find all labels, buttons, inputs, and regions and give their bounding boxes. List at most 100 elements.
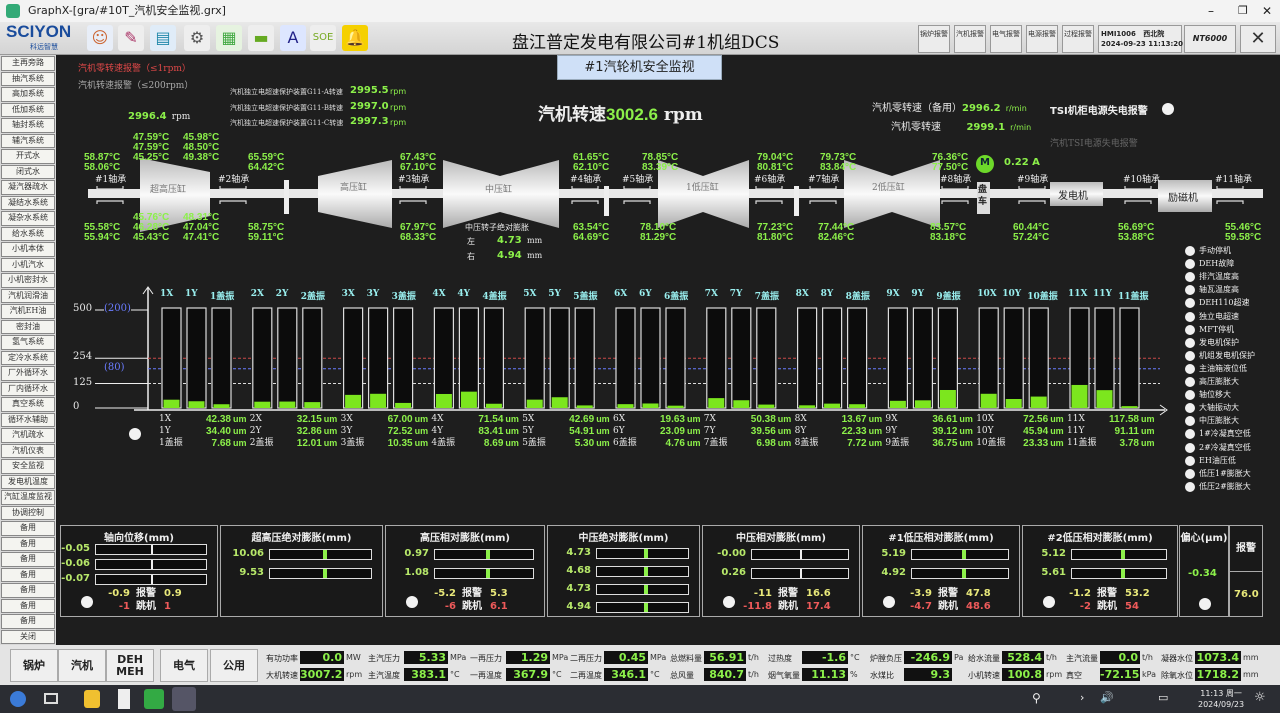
bar-label: 11X [1068,289,1088,299]
nav-button[interactable]: 汽机 [58,649,106,682]
panel-alarm-indicator [1043,596,1055,608]
start-icon[interactable] [10,691,26,707]
operator-icon[interactable]: ⚙ [184,25,210,51]
nav-button[interactable]: DEH MEH [106,649,154,682]
power-alarm-button[interactable]: 电源报警 [1026,25,1058,53]
process-alarm-button[interactable]: 过程报警 [1062,25,1094,53]
font-icon[interactable]: A [280,25,306,51]
readout-label: 凝器水位 [1161,654,1193,663]
brightness-icon[interactable]: ☼ [1254,690,1266,705]
sidebar-item[interactable]: 凝汽器疏水 [1,180,55,195]
app-network-icon[interactable] [144,689,164,709]
report-icon[interactable]: ▦ [216,25,242,51]
money-icon[interactable]: ▬ [248,25,274,51]
sidebar-item[interactable]: 真空系统 [1,397,55,412]
sidebar-item[interactable]: 厂内循环水 [1,381,55,396]
reading-unit: um [1050,414,1064,424]
sidebar-item[interactable]: 小机本体 [1,242,55,257]
bearing-temperature: 45.76°C [133,213,169,223]
electrical-alarm-button[interactable]: 电气报警 [990,25,1022,53]
sidebar-item[interactable]: 低加系统 [1,102,55,117]
close-icon[interactable]: ✕ [1262,4,1273,18]
temp-value: 45.76 [133,212,159,223]
sidebar-item[interactable]: 汽机仪表 [1,443,55,458]
sidebar-item[interactable]: 关闭 [1,629,55,644]
sidebar-item[interactable]: 备用 [1,552,55,567]
nav-button[interactable]: 公用 [210,649,258,682]
sidebar-item[interactable]: 轴封系统 [1,118,55,133]
bar-frame [912,307,934,409]
sidebar-item[interactable]: 凝结水系统 [1,195,55,210]
sidebar-item[interactable]: 汽缸温度监视 [1,490,55,505]
minimize-icon[interactable]: – [1208,4,1214,18]
sidebar-item[interactable]: 定冷水系统 [1,350,55,365]
sidebar-item[interactable]: 备用 [1,567,55,582]
volume-icon[interactable]: 🔊 [1100,691,1114,704]
panel-title: #2低压相对膨胀(mm) [1047,533,1153,544]
bar-label: 3盖振 [391,292,416,302]
readout-label: 烟气氧量 [768,671,800,680]
sidebar-item[interactable]: 安全监视 [1,459,55,474]
sidebar-item[interactable]: 开式水 [1,149,55,164]
trip-high: 54 [1125,601,1139,612]
zero-speed: 汽机零转速 2999.1 r/min [891,115,1031,134]
nav-button[interactable]: 电气 [160,649,208,682]
bearing-temperature: 47.41°C [183,233,219,243]
sidebar-item[interactable]: 高加系统 [1,87,55,102]
task-view-icon[interactable] [44,693,58,704]
sidebar-item[interactable]: 主再旁路 [1,56,55,71]
sidebar-item[interactable]: 小机密封水 [1,273,55,288]
graphx-app-icon[interactable] [172,687,196,711]
sidebar-item[interactable]: 给水系统 [1,226,55,241]
sidebar-item[interactable]: 氢气系统 [1,335,55,350]
alarm-label: 轴位移大 [1199,390,1231,400]
taskbar-clock[interactable]: 11:13 周一 2024/09/23 [1198,688,1244,710]
sidebar-item[interactable]: 协调控制 [1,505,55,520]
turbine-alarm-button[interactable]: 汽机报警 [954,25,986,53]
sidebar-item[interactable]: 抽汽系统 [1,71,55,86]
alarm-lamp-icon [1185,468,1195,479]
sidebar-item[interactable]: 备用 [1,536,55,551]
users-icon[interactable]: ☺ [87,25,113,51]
restore-icon[interactable]: ❐ [1238,4,1248,17]
gauge-value: 5.12 [1041,548,1066,559]
sidebar-item[interactable]: 汽机润滑油 [1,288,55,303]
alarm-bell-icon[interactable]: 🔔 [342,25,368,51]
tools-icon[interactable]: ✎ [118,25,144,51]
alarm-label: 报警 [778,588,798,599]
exit-icon[interactable]: ✕ [1240,25,1276,53]
search-icon[interactable]: ⚲ [1032,691,1041,705]
sidebar-item[interactable]: 汽机EH油 [1,304,55,319]
sidebar-item[interactable]: 备用 [1,614,55,629]
gauge-bar [95,559,207,570]
bearing-temperature: 59.11°C [248,233,284,243]
nav-button[interactable]: 锅炉 [10,649,58,682]
sidebar-item[interactable]: 汽机疏水 [1,428,55,443]
message-icon[interactable]: ▭ [1158,691,1169,704]
sidebar-item[interactable]: 凝杂水系统 [1,211,55,226]
alarm-low: -0.9 [108,588,130,599]
boiler-alarm-button[interactable]: 锅炉报警 [918,25,950,53]
sidebar-item[interactable]: 辅汽系统 [1,133,55,148]
soe-icon[interactable]: SOE [310,25,336,51]
sidebar-item[interactable]: 循环水辅助 [1,412,55,427]
trend-icon[interactable]: ▤ [150,25,176,51]
bar-x [163,399,180,408]
sidebar-item[interactable]: 闭式水 [1,164,55,179]
sidebar-item[interactable]: 备用 [1,598,55,613]
sidebar-item[interactable]: 备用 [1,583,55,598]
sidebar-item[interactable]: 备用 [1,521,55,536]
sidebar-item[interactable]: 厂外循环水 [1,366,55,381]
app-user-icon[interactable] [84,690,100,708]
temp-value: 58.75 [248,222,274,233]
alarm-low: -11 [753,588,772,599]
app-document-icon[interactable] [118,689,130,709]
temp-unit: °C [425,232,437,243]
sidebar-item[interactable]: 小机汽水 [1,257,55,272]
readout-label: 有功功率 [266,654,298,663]
sidebar-item[interactable]: 发电机温度 [1,474,55,489]
reading-value: 7.68 [211,438,231,449]
bar-frame [1003,307,1024,409]
sidebar-item[interactable]: 密封油 [1,319,55,334]
tray-chevron-icon[interactable]: › [1080,691,1085,704]
